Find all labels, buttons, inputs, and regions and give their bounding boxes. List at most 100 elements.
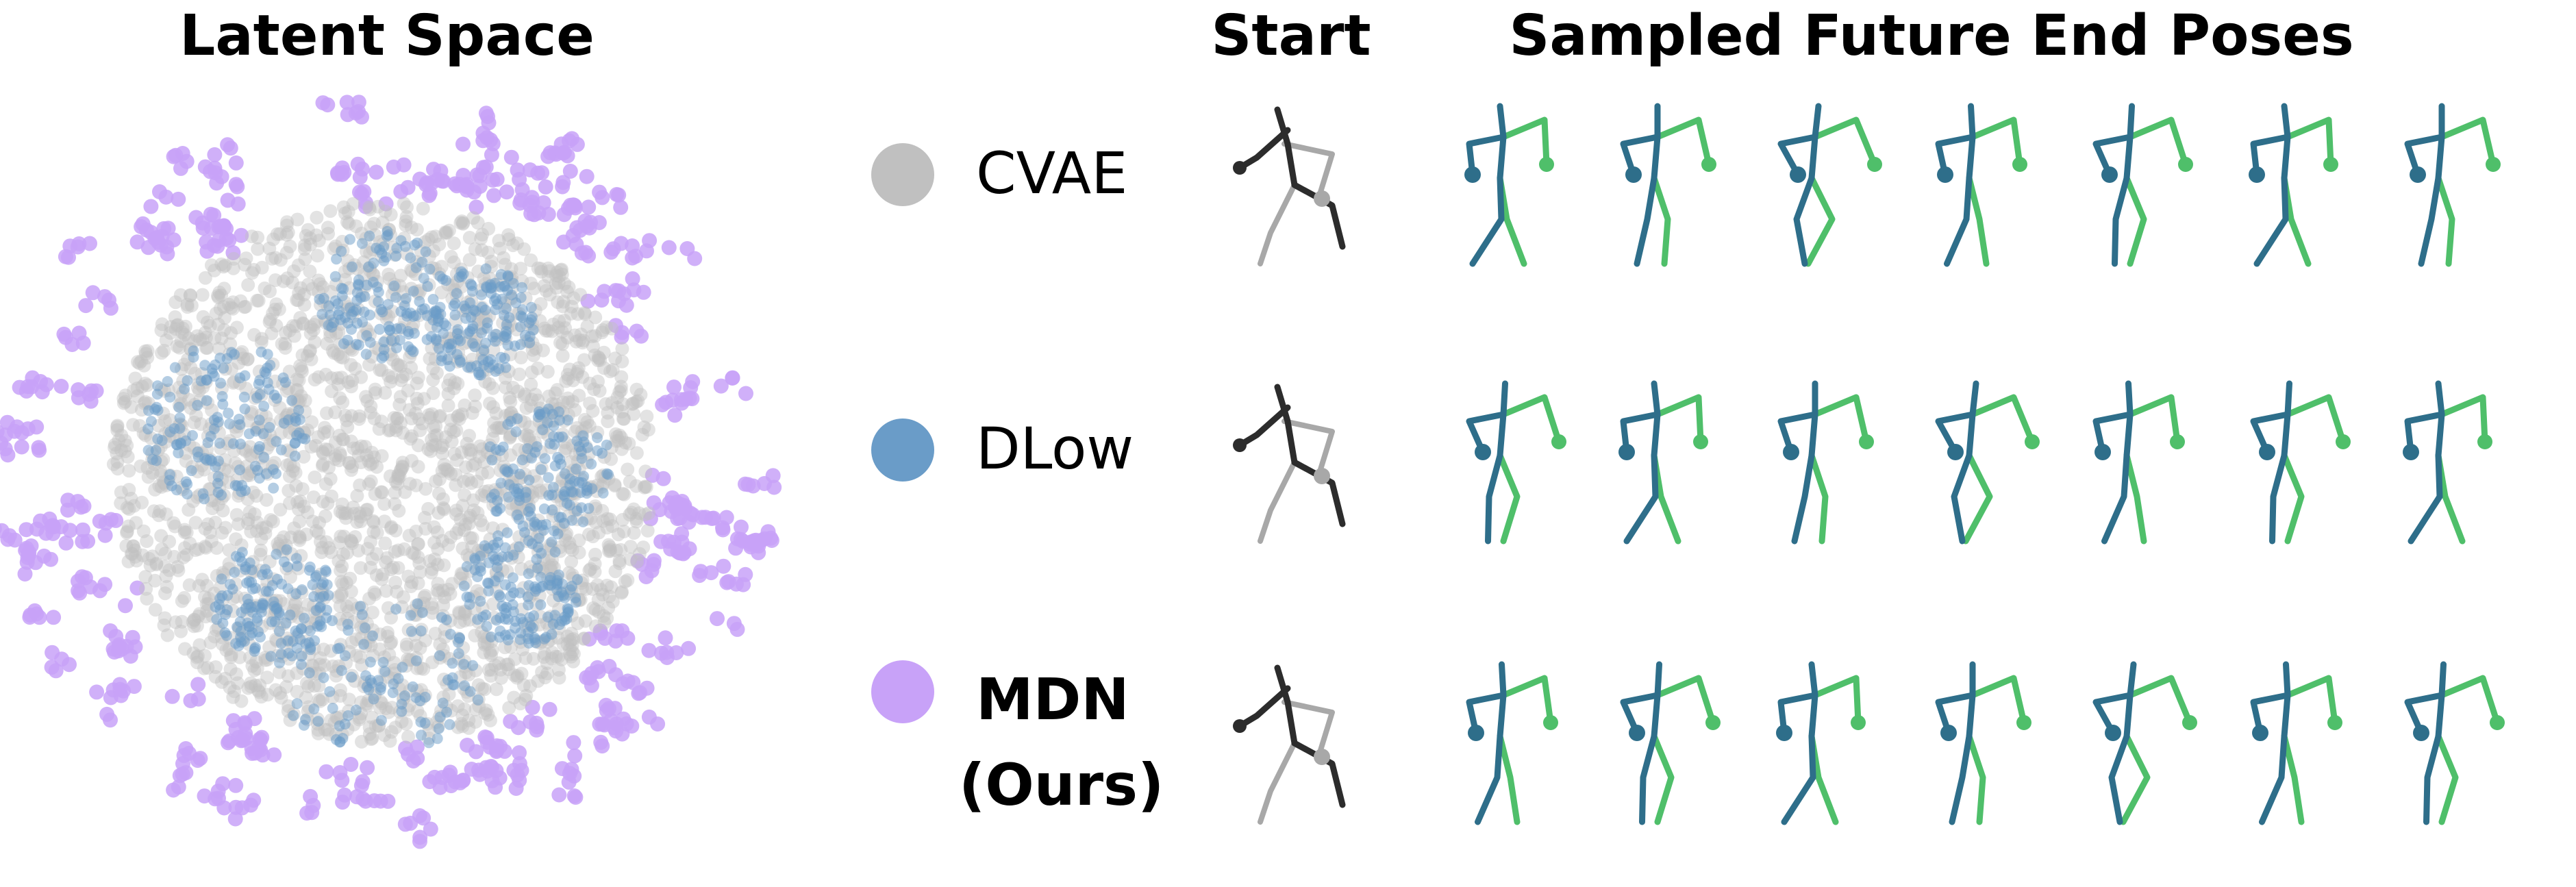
latent-point-mdn xyxy=(173,160,188,176)
latent-point-cvae xyxy=(640,410,654,423)
latent-point-cvae xyxy=(571,616,585,630)
latent-point-cvae xyxy=(534,264,549,279)
latent-point-cvae xyxy=(600,521,614,535)
latent-point-cvae xyxy=(325,489,339,503)
latent-point-dlow xyxy=(271,468,282,479)
latent-point-dlow xyxy=(299,433,311,445)
latent-point-cvae xyxy=(308,373,322,387)
latent-point-dlow xyxy=(328,317,340,329)
latent-point-cvae xyxy=(452,522,466,536)
latent-point-mdn xyxy=(468,744,484,760)
latent-point-dlow xyxy=(260,368,272,379)
latent-point-cvae xyxy=(605,519,619,533)
latent-point-cvae xyxy=(531,361,545,375)
pose-limb xyxy=(1969,394,2036,445)
latent-point-cvae xyxy=(562,362,577,377)
latent-point-cvae xyxy=(531,393,545,408)
latent-point-cvae xyxy=(368,487,382,501)
latent-point-cvae xyxy=(344,534,358,548)
latent-point-cvae xyxy=(391,358,405,372)
pose-limb xyxy=(1812,116,1878,168)
latent-point-dlow xyxy=(229,566,240,578)
latent-point-cvae xyxy=(611,527,625,542)
latent-point-cvae xyxy=(211,497,225,512)
latent-point-cvae xyxy=(401,569,416,584)
latent-point-cvae xyxy=(296,316,310,330)
latent-point-dlow xyxy=(514,321,526,333)
latent-point-cvae xyxy=(594,583,608,597)
latent-point-dlow xyxy=(351,317,363,329)
latent-point-cvae xyxy=(490,421,504,435)
latent-point-cvae xyxy=(193,332,207,347)
latent-point-cvae xyxy=(569,334,584,349)
pose-hand-joint xyxy=(2490,715,2505,730)
latent-point-mdn xyxy=(542,701,558,717)
pose-limb xyxy=(2123,175,2147,267)
latent-point-cvae xyxy=(565,645,579,658)
latent-point-dlow xyxy=(390,292,401,303)
latent-point-cvae xyxy=(187,334,201,348)
latent-point-cvae xyxy=(494,671,508,685)
latent-point-cvae xyxy=(321,460,336,475)
latent-point-cvae xyxy=(577,632,591,645)
pose-limb xyxy=(1258,460,1297,544)
latent-point-cvae xyxy=(120,525,134,540)
latent-point-cvae xyxy=(411,550,425,564)
latent-point-cvae xyxy=(110,446,124,460)
latent-point-cvae xyxy=(588,603,603,617)
latent-point-dlow xyxy=(583,503,595,514)
latent-point-cvae xyxy=(198,325,212,340)
latent-point-dlow xyxy=(592,445,603,456)
latent-point-cvae xyxy=(292,529,306,544)
latent-point-cvae xyxy=(502,232,516,247)
latent-point-cvae xyxy=(426,421,440,435)
latent-point-cvae xyxy=(354,455,368,469)
latent-point-cvae xyxy=(241,278,255,292)
latent-point-dlow xyxy=(571,463,582,475)
latent-point-cvae xyxy=(599,397,613,411)
latent-point-cvae xyxy=(266,514,280,529)
latent-point-cvae xyxy=(240,352,255,366)
latent-point-dlow xyxy=(395,305,407,317)
latent-point-cvae xyxy=(352,712,366,727)
latent-point-cvae xyxy=(596,323,610,337)
latent-point-cvae xyxy=(596,514,610,528)
latent-point-cvae xyxy=(573,288,588,302)
latent-point-cvae xyxy=(114,443,128,458)
latent-point-cvae xyxy=(410,397,425,411)
latent-point-cvae xyxy=(217,300,231,314)
latent-point-cvae xyxy=(171,318,185,332)
latent-point-mdn xyxy=(430,172,446,188)
pose-limb xyxy=(2123,452,2147,545)
latent-point-cvae xyxy=(595,325,610,340)
latent-point-cvae xyxy=(399,716,413,731)
latent-point-cvae xyxy=(523,679,537,693)
latent-point-cvae xyxy=(238,299,253,314)
latent-point-cvae xyxy=(472,449,486,464)
latent-point-cvae xyxy=(180,300,195,314)
latent-point-cvae xyxy=(468,242,482,256)
latent-point-cvae xyxy=(286,318,300,333)
latent-point-cvae xyxy=(367,450,382,464)
latent-point-dlow xyxy=(500,303,512,314)
pose-limb xyxy=(1651,380,1661,459)
latent-point-cvae xyxy=(362,592,377,606)
latent-point-cvae xyxy=(171,563,186,577)
latent-point-cvae xyxy=(321,723,335,737)
latent-point-dlow xyxy=(304,561,316,573)
latent-point-dlow xyxy=(487,332,499,343)
latent-point-dlow xyxy=(265,651,277,662)
latent-point-dlow xyxy=(271,573,283,585)
latent-point-cvae xyxy=(568,328,582,342)
pose-limb xyxy=(2404,692,2445,736)
latent-point-cvae xyxy=(384,562,398,577)
latent-point-mdn xyxy=(400,179,416,195)
latent-point-cvae xyxy=(444,249,458,264)
latent-point-cvae xyxy=(308,335,322,349)
latent-point-mdn xyxy=(62,238,78,254)
latent-point-dlow xyxy=(353,279,364,290)
latent-point-cvae xyxy=(187,612,201,627)
latent-point-dlow xyxy=(359,290,371,302)
latent-point-dlow xyxy=(540,519,552,530)
latent-point-mdn xyxy=(101,292,116,308)
